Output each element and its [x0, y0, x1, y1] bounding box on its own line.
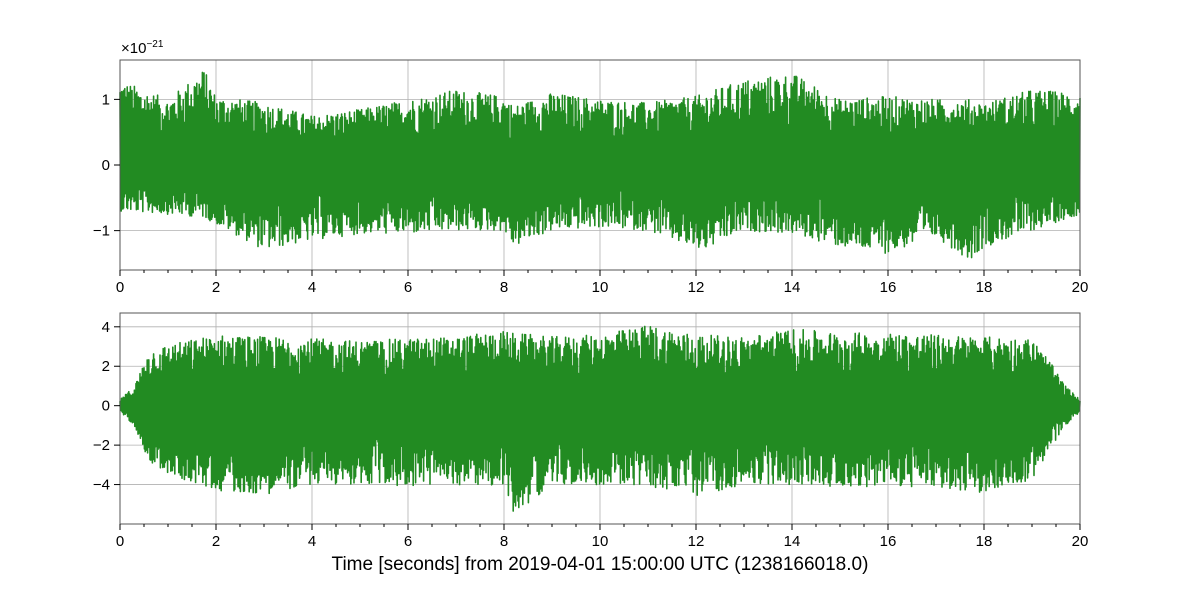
x-tick-label: 18 [976, 279, 993, 296]
x-tick-label: 20 [1072, 533, 1089, 550]
bottom-panel: 0 2 4 6 8 10 12 14 16 18 20 420−2−4 [93, 312, 1089, 550]
y-tick-label: 4 [102, 319, 110, 336]
x-axis-label: Time [seconds] from 2019-04-01 15:00:00 … [332, 554, 869, 575]
x-tick-label: 12 [688, 279, 705, 296]
top-waveform [119, 71, 1081, 259]
bottom-x-tick-labels: 0 2 4 6 8 10 12 14 16 18 20 [116, 533, 1089, 550]
y-tick-label: −4 [93, 477, 110, 494]
x-tick-label: 8 [500, 533, 508, 550]
waveform-line [119, 71, 1081, 259]
y-tick-label: 2 [102, 358, 110, 375]
x-tick-label: 0 [116, 533, 124, 550]
y-tick-label: 0 [102, 398, 110, 415]
x-tick-label: 6 [404, 279, 412, 296]
top-panel: 0 2 4 6 8 10 12 14 16 18 20 10−1 ×10−21 [93, 39, 1088, 296]
y-tick-label: −1 [93, 223, 110, 240]
x-tick-label: 2 [212, 279, 220, 296]
bottom-ticks [114, 326, 1081, 530]
waveform-line [119, 325, 1081, 512]
x-tick-label: 4 [308, 279, 316, 296]
x-tick-label: 10 [592, 533, 609, 550]
x-tick-label: 14 [784, 533, 801, 550]
x-tick-label: 2 [212, 533, 220, 550]
x-tick-label: 4 [308, 533, 316, 550]
y-tick-label: −2 [93, 437, 110, 454]
x-tick-label: 18 [976, 533, 993, 550]
top-y-tick-labels: 1 0 −1 [93, 91, 110, 239]
x-tick-label: 16 [880, 279, 897, 296]
top-ticks [114, 98, 1081, 276]
bottom-y-tick-labels: 4 2 0 −2 −4 [93, 319, 110, 494]
x-tick-label: 12 [688, 533, 705, 550]
x-tick-label: 6 [404, 533, 412, 550]
bottom-waveform [119, 325, 1081, 512]
y-tick-label: 0 [102, 157, 110, 174]
x-tick-label: 0 [116, 279, 124, 296]
x-tick-label: 14 [784, 279, 801, 296]
top-y-scale-exponent: −21 [146, 39, 163, 50]
y-tick-label: 1 [102, 91, 110, 108]
x-tick-label: 10 [592, 279, 609, 296]
x-tick-label: 20 [1072, 279, 1089, 296]
x-tick-label: 8 [500, 279, 508, 296]
top-y-scale-factor: ×10−21 [121, 39, 164, 57]
top-x-tick-labels: 0 2 4 6 8 10 12 14 16 18 20 [116, 279, 1089, 296]
x-tick-label: 16 [880, 533, 897, 550]
top-y-scale-base: ×10 [121, 40, 146, 57]
